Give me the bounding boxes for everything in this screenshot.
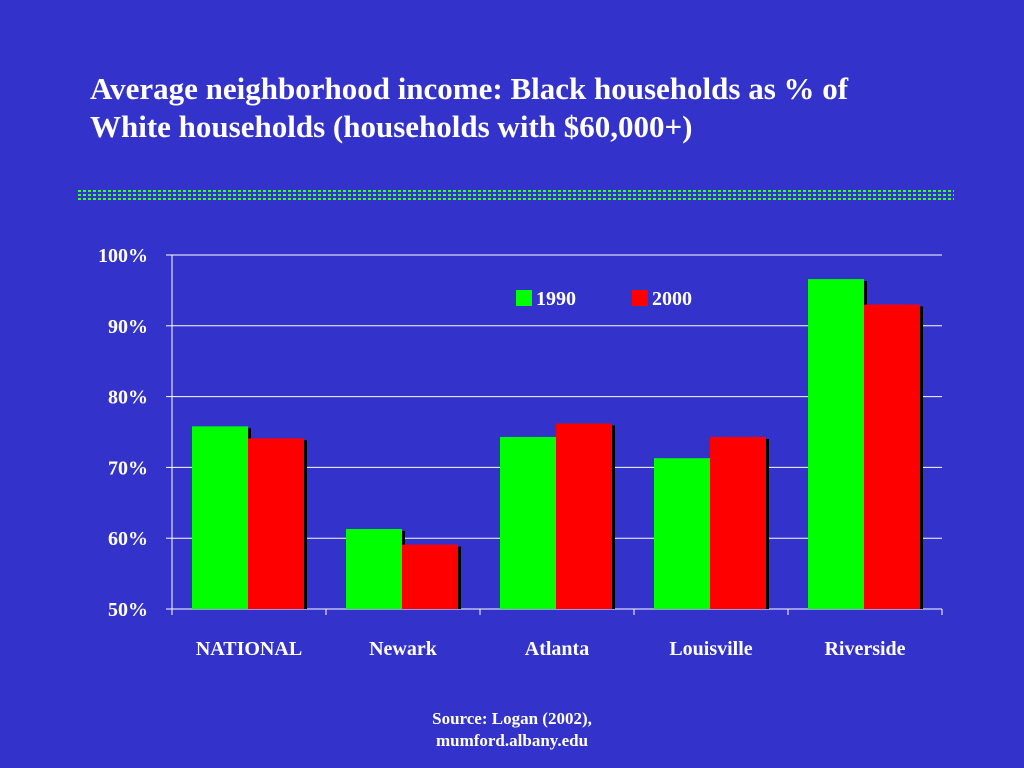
x-tick-label: Riverside	[824, 638, 905, 660]
bar-2000-national	[248, 438, 304, 609]
x-tick-label: NATIONAL	[196, 638, 302, 660]
x-tick-label: Atlanta	[525, 638, 589, 660]
x-tick-label: Newark	[369, 638, 438, 660]
y-tick-label: 70%	[108, 457, 148, 479]
bar-1990-atlanta	[500, 436, 556, 609]
bar-2000-newark	[402, 544, 458, 609]
legend-swatch-1990	[516, 290, 532, 306]
source-line-2: mumford.albany.edu	[435, 731, 589, 750]
bar-1990-riverside	[808, 279, 864, 609]
y-tick-label: 80%	[108, 387, 148, 409]
bar-1990-national	[192, 426, 248, 609]
source-line-1: Source: Logan (2002),	[432, 709, 592, 728]
title-divider	[78, 190, 954, 200]
bar-1990-newark	[346, 528, 402, 609]
x-tick-label: Louisville	[669, 638, 752, 660]
bar-2000-louisville	[710, 436, 766, 609]
bar-1990-louisville	[654, 458, 710, 609]
y-tick-label: 90%	[108, 316, 148, 338]
y-tick-label: 50%	[108, 599, 148, 621]
legend-swatch-2000	[632, 290, 648, 306]
slide-title: Average neighborhood income: Black house…	[90, 70, 970, 146]
y-tick-label: 60%	[108, 528, 148, 550]
bar-2000-atlanta	[556, 423, 612, 609]
source-note: Source: Logan (2002), mumford.albany.edu	[362, 708, 662, 752]
bar-2000-riverside	[864, 304, 920, 609]
y-tick-label: 100%	[98, 245, 148, 267]
title-line-2: White households (households with $60,00…	[90, 109, 693, 144]
title-line-1: Average neighborhood income: Black house…	[90, 71, 849, 106]
legend-label-2000: 2000	[652, 288, 692, 310]
legend-label-1990: 1990	[536, 288, 576, 310]
